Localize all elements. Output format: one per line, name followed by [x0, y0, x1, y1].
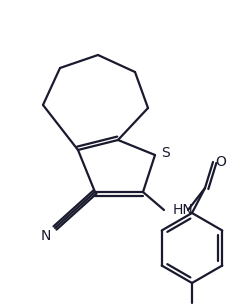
- Text: S: S: [160, 146, 170, 160]
- Text: O: O: [216, 155, 226, 169]
- Text: N: N: [41, 229, 51, 243]
- Text: HN: HN: [173, 203, 194, 217]
